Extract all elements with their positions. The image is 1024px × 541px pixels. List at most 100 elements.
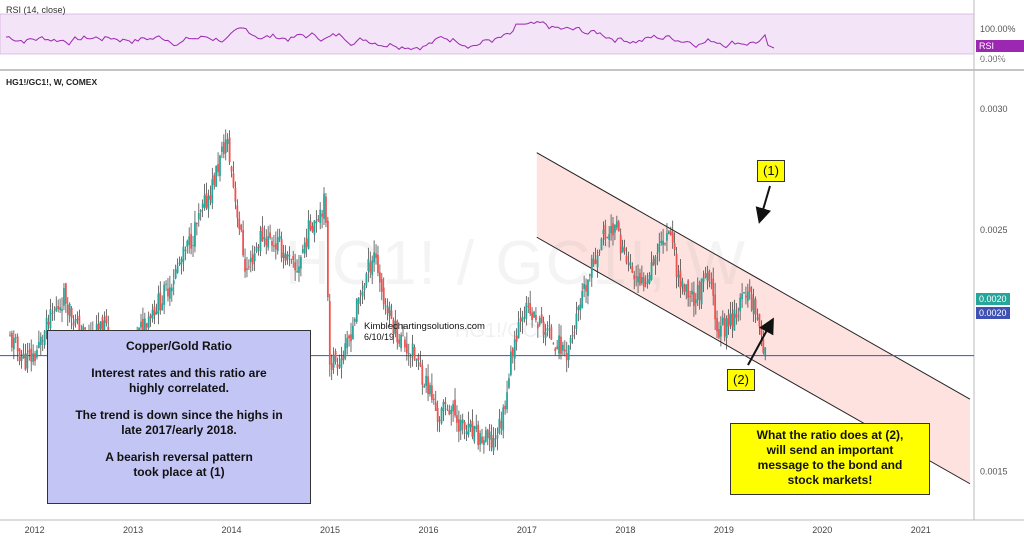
candle-body bbox=[519, 318, 522, 322]
candle-body bbox=[265, 238, 268, 246]
candle-body bbox=[251, 254, 254, 265]
candle-body bbox=[240, 224, 243, 231]
candle-body bbox=[434, 402, 437, 411]
candle-body bbox=[284, 254, 287, 261]
candle-body bbox=[273, 245, 275, 247]
candle-body bbox=[149, 315, 152, 318]
candle-body bbox=[205, 193, 208, 208]
candle-body bbox=[271, 240, 273, 246]
candle-body bbox=[577, 306, 580, 311]
candle-body bbox=[286, 253, 289, 260]
candle-body bbox=[417, 356, 420, 361]
candle-body bbox=[340, 358, 343, 369]
candle-body bbox=[693, 291, 695, 307]
candle-body bbox=[55, 307, 58, 311]
candle-body bbox=[754, 299, 757, 315]
candle-body bbox=[612, 223, 614, 236]
candle-body bbox=[390, 310, 393, 319]
candle-body bbox=[515, 335, 518, 342]
candle-body bbox=[407, 353, 410, 355]
candle-body bbox=[350, 334, 352, 342]
candle-body bbox=[654, 256, 657, 265]
candle-body bbox=[107, 326, 110, 331]
info-line-4: late 2017/early 2018. bbox=[121, 423, 237, 437]
candle-body bbox=[508, 378, 510, 388]
candle-body bbox=[309, 220, 312, 230]
candle-body bbox=[731, 313, 734, 327]
candle-body bbox=[384, 305, 387, 307]
x-tick-label: 2021 bbox=[911, 525, 931, 535]
candle-body bbox=[63, 288, 65, 306]
candle-body bbox=[207, 195, 210, 210]
candle-body bbox=[604, 225, 607, 240]
candle-body bbox=[405, 343, 408, 354]
candle-body bbox=[39, 336, 42, 345]
x-tick-label: 2018 bbox=[615, 525, 635, 535]
info-line-3: The trend is down since the highs in bbox=[75, 408, 283, 422]
candle-body bbox=[602, 229, 605, 235]
candle-body bbox=[255, 246, 258, 252]
candle-body bbox=[729, 313, 732, 326]
candle-body bbox=[629, 262, 632, 266]
arrows bbox=[747, 185, 774, 366]
candle-body bbox=[446, 408, 449, 410]
candle-body bbox=[608, 234, 611, 240]
candle-body bbox=[365, 273, 368, 286]
candle-body bbox=[221, 146, 223, 152]
candle-body bbox=[105, 315, 108, 323]
price-tag-close: 0.0020 bbox=[976, 293, 1010, 305]
candle-body bbox=[548, 325, 551, 327]
candle-body bbox=[452, 404, 455, 412]
candle-body bbox=[274, 243, 277, 250]
candle-body bbox=[64, 283, 67, 304]
candle-body bbox=[263, 236, 266, 240]
candle-body bbox=[656, 252, 659, 254]
candle-body bbox=[163, 284, 166, 305]
candle-body bbox=[169, 287, 171, 299]
candle-body bbox=[16, 336, 19, 352]
candle-body bbox=[45, 317, 48, 332]
candle-body bbox=[450, 409, 453, 415]
candle-body bbox=[47, 321, 50, 325]
candle-body bbox=[479, 433, 481, 445]
candle-body bbox=[579, 304, 582, 311]
candle-body bbox=[457, 419, 460, 432]
candle-body bbox=[140, 321, 142, 328]
candle-body bbox=[348, 335, 350, 339]
rsi-series-line bbox=[5, 21, 775, 51]
candle-body bbox=[679, 270, 682, 289]
candle-body bbox=[36, 350, 38, 358]
candle-body bbox=[500, 420, 503, 429]
candle-body bbox=[691, 290, 693, 295]
candle-body bbox=[326, 220, 329, 298]
candle-body bbox=[296, 271, 298, 272]
candle-body bbox=[411, 343, 414, 356]
candle-body bbox=[536, 323, 539, 329]
candle-body bbox=[344, 343, 347, 359]
info-title: Copper/Gold Ratio bbox=[126, 339, 232, 353]
candle-body bbox=[746, 291, 749, 302]
candle-body bbox=[594, 259, 597, 264]
candle-body bbox=[394, 320, 397, 335]
candle-body bbox=[61, 309, 63, 312]
candle-body bbox=[708, 270, 711, 282]
candle-body bbox=[529, 302, 532, 314]
candle-body bbox=[486, 429, 489, 438]
candle-body bbox=[363, 285, 366, 291]
rsi-tick-0: 0.00% bbox=[980, 54, 1006, 64]
candle-body bbox=[615, 221, 618, 228]
candle-body bbox=[22, 353, 25, 359]
callout-line-3: message to the bond and bbox=[757, 458, 903, 472]
candle-body bbox=[758, 314, 761, 327]
candle-body bbox=[355, 299, 358, 322]
candle-body bbox=[635, 276, 638, 278]
candle-body bbox=[301, 249, 304, 253]
candle-body bbox=[473, 425, 476, 442]
candle-body bbox=[535, 315, 537, 321]
candle-body bbox=[538, 317, 541, 325]
candle-body bbox=[558, 335, 560, 354]
candle-body bbox=[477, 424, 480, 445]
symbol-watermark: HG1! / GC1!, W bbox=[285, 229, 748, 298]
info-line-5: A bearish reversal pattern bbox=[105, 450, 253, 464]
candle-body bbox=[386, 307, 389, 314]
